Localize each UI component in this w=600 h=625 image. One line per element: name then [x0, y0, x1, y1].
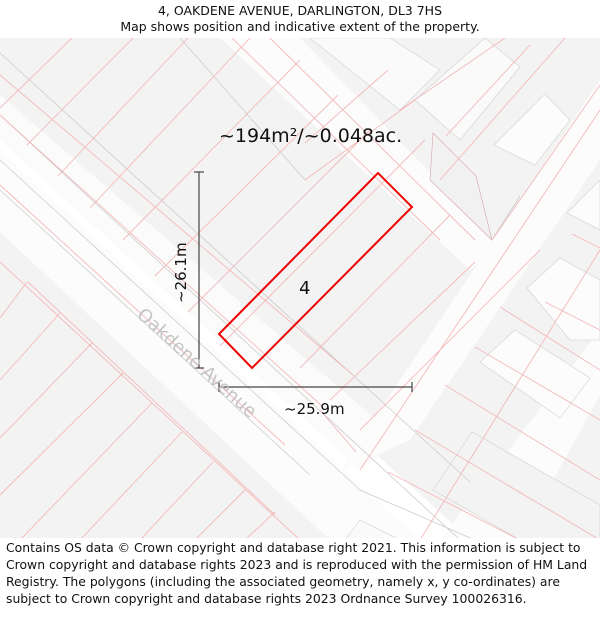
- dimension-lines: [194, 171, 413, 392]
- road-edges: [0, 38, 521, 538]
- property-map[interactable]: Oakdene Avenue ~194m²/~0.048ac. 4 ~26.1m…: [0, 38, 600, 538]
- map-header: 4, OAKDENE AVENUE, DARLINGTON, DL3 7HS M…: [0, 0, 600, 38]
- plot-number-label: 4: [299, 278, 310, 299]
- property-boundary-highlight: [217, 171, 414, 370]
- property-address-title: 4, OAKDENE AVENUE, DARLINGTON, DL3 7HS: [157, 3, 442, 18]
- attribution-footer: Contains OS data © Crown copyright and d…: [6, 540, 588, 606]
- map-canvas: Oakdene Avenue ~194m²/~0.048ac. 4 ~26.1m…: [0, 38, 600, 538]
- area-label: ~194m²/~0.048ac.: [219, 125, 402, 147]
- width-dimension-label: ~25.9m: [284, 400, 345, 418]
- height-dimension-label: ~26.1m: [172, 242, 190, 303]
- map-subtitle: Map shows position and indicative extent…: [120, 19, 480, 34]
